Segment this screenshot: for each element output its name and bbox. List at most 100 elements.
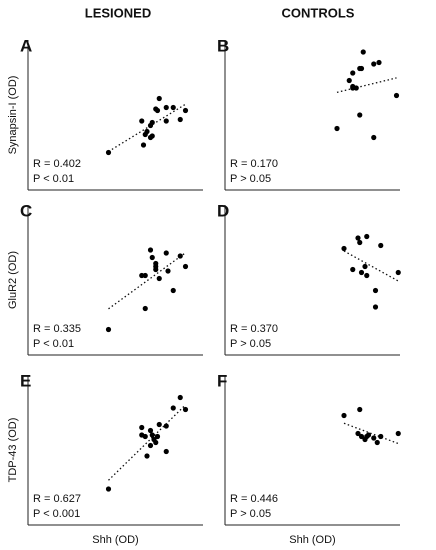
point (170, 405, 176, 411)
point (170, 287, 176, 294)
trend-line (108, 103, 186, 153)
point (372, 304, 379, 310)
point (149, 254, 155, 261)
annotation: P < 0.001 (33, 508, 80, 520)
point (372, 287, 379, 294)
point (395, 269, 401, 276)
point (163, 423, 169, 429)
column-title: CONTROLS (282, 5, 355, 20)
point (364, 272, 370, 279)
point (140, 142, 147, 148)
point (147, 247, 154, 253)
annotation: R = 0.627 (33, 493, 81, 505)
point (376, 59, 382, 66)
point (142, 272, 148, 279)
point (163, 250, 169, 256)
panel-letter: C (20, 201, 32, 220)
point (177, 394, 183, 401)
point (362, 436, 368, 443)
point (341, 412, 347, 419)
x-axis-label: Shh (OD) (92, 534, 138, 546)
trend-line (343, 422, 399, 445)
point (357, 239, 363, 246)
point (163, 118, 169, 124)
point (153, 266, 159, 273)
point (153, 260, 159, 267)
point (149, 119, 155, 126)
point (371, 134, 377, 141)
point (358, 269, 365, 276)
point (163, 448, 169, 455)
annotation: R = 0.370 (230, 323, 278, 335)
point (346, 77, 352, 84)
point (165, 268, 171, 274)
point (182, 406, 189, 413)
point (105, 486, 112, 492)
point (105, 326, 112, 333)
annotation: P > 0.05 (230, 508, 271, 520)
point (177, 116, 183, 123)
trend-line (108, 404, 186, 481)
point (355, 430, 361, 437)
point (378, 242, 384, 249)
point (154, 107, 161, 114)
panel-letter: F (217, 371, 227, 390)
panel-letter: D (217, 201, 229, 220)
panel-letter: B (217, 36, 229, 55)
point (149, 432, 155, 438)
point (341, 245, 347, 252)
point (163, 104, 169, 111)
point (147, 134, 154, 141)
point (393, 92, 400, 99)
point (139, 424, 145, 431)
point (105, 149, 112, 156)
point (182, 107, 189, 114)
column-title: LESIONED (85, 5, 151, 20)
point (355, 235, 361, 241)
point (350, 266, 356, 273)
annotation: P < 0.01 (33, 173, 74, 185)
point (334, 125, 340, 132)
point (147, 427, 154, 434)
point (139, 118, 145, 124)
point (153, 439, 159, 446)
point (156, 421, 162, 428)
trend-line (108, 252, 186, 310)
point (144, 453, 150, 459)
annotation: P < 0.01 (33, 338, 74, 350)
annotation: P > 0.05 (230, 338, 271, 350)
trend-line (336, 77, 397, 93)
point (371, 61, 377, 67)
annotation: P > 0.05 (230, 173, 271, 185)
point (182, 263, 189, 270)
point (357, 112, 363, 118)
y-axis-label: Synapsin-I (OD) (7, 76, 19, 155)
annotation: R = 0.402 (33, 158, 81, 170)
point (362, 263, 368, 270)
point (139, 432, 145, 438)
point (371, 435, 377, 441)
panel-letter: E (20, 371, 31, 390)
y-axis-label: GluR2 (OD) (7, 251, 19, 309)
point (147, 442, 154, 449)
annotation: R = 0.446 (230, 493, 278, 505)
point (350, 70, 356, 76)
point (360, 49, 366, 55)
point (395, 430, 401, 437)
trend-line (343, 250, 399, 282)
x-axis-label: Shh (OD) (289, 534, 335, 546)
annotation: R = 0.335 (33, 323, 81, 335)
point (378, 433, 384, 440)
point (177, 253, 183, 259)
point (364, 233, 370, 240)
point (374, 439, 380, 446)
point (154, 433, 161, 440)
point (350, 85, 356, 91)
point (142, 131, 148, 138)
point (358, 65, 365, 72)
point (358, 433, 365, 440)
panel-letter: A (20, 36, 32, 55)
annotation: R = 0.170 (230, 158, 278, 170)
point (365, 432, 372, 438)
